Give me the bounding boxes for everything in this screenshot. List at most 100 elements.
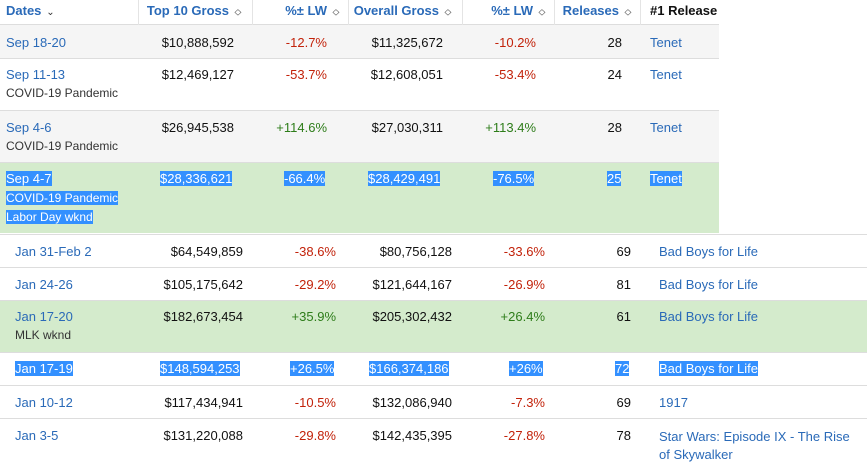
releases-count: 25	[607, 171, 622, 186]
table-row: Jan 24-26 $105,175,642 -29.2% $121,644,1…	[0, 268, 867, 301]
top10-gross-value: $64,549,859	[170, 244, 243, 259]
top10-gross-value: $182,673,454	[163, 309, 243, 324]
lw-change-top10-value: -29.2%	[294, 277, 336, 292]
column-header-overall-gross[interactable]: Overall Gross ◇	[350, 0, 454, 25]
holiday-note: MLK wknd	[15, 328, 72, 342]
overall-gross-value: $80,756,128	[379, 244, 452, 259]
table-row-selected: Jan 17-19 $148,594,253 +26.5% $166,374,1…	[0, 353, 867, 386]
lw-change-overall-value: -53.4%	[494, 67, 536, 82]
sort-updown-icon: ◇	[444, 7, 452, 17]
table-row: Sep 11-13 COVID-19 Pandemic $12,469,127 …	[0, 59, 719, 111]
releases-count: 61	[616, 309, 631, 324]
column-header-lw-change-overall[interactable]: %± LW ◇	[466, 0, 548, 25]
date-link[interactable]: Jan 10-12	[15, 395, 73, 410]
top10-gross-value: $12,469,127	[161, 67, 234, 82]
top10-gross-value: $131,220,088	[163, 428, 243, 443]
date-link[interactable]: Jan 31-Feb 2	[15, 244, 92, 259]
overall-gross-value: $11,325,672	[371, 35, 443, 50]
holiday-note: COVID-19 Pandemic	[6, 191, 119, 205]
date-link[interactable]: Jan 3-5	[15, 428, 59, 443]
top10-gross-value: $28,336,621	[160, 171, 233, 186]
lw-change-overall-value: +26%	[509, 361, 543, 376]
releases-count: 69	[616, 244, 631, 259]
top10-gross-value: $117,434,941	[164, 395, 243, 410]
number-one-release-link[interactable]: Bad Boys for Life	[659, 361, 758, 376]
lw-change-top10-value: +114.6%	[276, 120, 327, 135]
date-link[interactable]: Sep 18-20	[6, 35, 66, 50]
table-row: Jan 31-Feb 2 $64,549,859 -38.6% $80,756,…	[0, 235, 867, 268]
number-one-release-link[interactable]: Tenet	[650, 120, 682, 135]
overall-gross-value: $166,374,186	[369, 361, 449, 376]
number-one-release-link[interactable]: Tenet	[650, 35, 682, 50]
weekend-table-2020-sep: Dates ⌄ Top 10 Gross ◇ %± LW ◇ Overall Gros…	[0, 0, 719, 233]
table-row-selected: Sep 4-7 COVID-19 Pandemic Labor Day wknd…	[0, 163, 719, 233]
lw-change-top10-value: +35.9%	[291, 309, 336, 324]
lw-change-top10-value: -38.6%	[294, 244, 336, 259]
number-one-release-link[interactable]: Bad Boys for Life	[659, 244, 758, 259]
number-one-release-link[interactable]: Star Wars: Episode IX - The Rise of Skyw…	[659, 429, 850, 462]
lw-change-overall-value: -10.2%	[494, 35, 536, 50]
column-divider	[138, 0, 139, 25]
lw-change-overall-value: -27.8%	[503, 428, 545, 443]
overall-gross-value: $142,435,395	[372, 428, 452, 443]
lw-change-overall-value: -76.5%	[493, 171, 535, 186]
releases-count: 69	[616, 395, 631, 410]
date-link[interactable]: Jan 24-26	[15, 277, 73, 292]
lw-change-top10-value: -12.7%	[285, 35, 327, 50]
holiday-note-secondary: Labor Day wknd	[6, 210, 93, 224]
table-row: Jan 17-20 MLK wknd $182,673,454 +35.9% $…	[0, 301, 867, 353]
column-divider	[252, 0, 253, 25]
sort-updown-icon: ◇	[538, 7, 546, 17]
date-link[interactable]: Sep 11-13	[6, 67, 66, 82]
lw-change-overall-value: -26.9%	[503, 277, 545, 292]
column-divider	[462, 0, 463, 25]
overall-gross-value: $28,429,491	[368, 171, 441, 186]
releases-count: 81	[616, 277, 631, 292]
lw-change-top10-value: -53.7%	[285, 67, 327, 82]
top10-gross-value: $10,888,592	[161, 35, 234, 50]
top10-gross-value: $105,175,642	[163, 277, 243, 292]
column-header-releases[interactable]: Releases ◇	[556, 0, 634, 25]
lw-change-top10-value: +26.5%	[290, 361, 335, 376]
sort-updown-icon: ◇	[234, 7, 242, 17]
overall-gross-value: $27,030,311	[371, 120, 443, 135]
overall-gross-value: $132,086,940	[372, 395, 452, 410]
overall-gross-value: $121,644,167	[372, 277, 452, 292]
table-row: Jan 10-12 $117,434,941 -10.5% $132,086,9…	[0, 386, 867, 419]
column-header-lw-change-top10[interactable]: %± LW ◇	[258, 0, 342, 25]
column-divider	[554, 0, 555, 25]
column-header-top-10-gross[interactable]: Top 10 Gross ◇	[140, 0, 244, 25]
lw-change-top10-value: -10.5%	[294, 395, 336, 410]
table-row: Sep 18-20 $10,888,592 -12.7% $11,325,672…	[0, 25, 719, 59]
column-divider	[348, 0, 349, 25]
holiday-note: COVID-19 Pandemic	[6, 86, 119, 100]
lw-change-overall-value: -7.3%	[511, 395, 545, 410]
weekend-table-2020-jan: Jan 31-Feb 2 $64,549,859 -38.6% $80,756,…	[0, 234, 867, 463]
top10-gross-value: $148,594,253	[160, 361, 240, 376]
lw-change-top10-value: -29.8%	[294, 428, 336, 443]
number-one-release-link[interactable]: Bad Boys for Life	[659, 309, 758, 324]
sort-updown-icon: ◇	[332, 7, 340, 17]
releases-count: 24	[607, 67, 622, 82]
overall-gross-value: $205,302,432	[372, 309, 452, 324]
number-one-release-link[interactable]: 1917	[659, 395, 688, 410]
date-link[interactable]: Sep 4-6	[6, 120, 52, 135]
table-row: Sep 4-6 COVID-19 Pandemic $26,945,538 +1…	[0, 111, 719, 163]
table-header: Dates ⌄ Top 10 Gross ◇ %± LW ◇ Overall Gros…	[0, 0, 719, 25]
table-row: Jan 3-5 $131,220,088 -29.8% $142,435,395…	[0, 419, 867, 463]
overall-gross-value: $12,608,051	[370, 67, 443, 82]
lw-change-overall-value: +26.4%	[500, 309, 545, 324]
top10-gross-value: $26,945,538	[161, 120, 234, 135]
date-link[interactable]: Jan 17-20	[15, 309, 73, 324]
date-link[interactable]: Sep 4-7	[6, 171, 52, 186]
holiday-note: COVID-19 Pandemic	[6, 139, 119, 153]
column-header-number-one-release: #1 Release	[650, 3, 718, 18]
lw-change-overall-value: +113.4%	[485, 120, 536, 135]
number-one-release-link[interactable]: Tenet	[650, 171, 682, 186]
number-one-release-link[interactable]: Bad Boys for Life	[659, 277, 758, 292]
lw-change-overall-value: -33.6%	[503, 244, 545, 259]
date-link[interactable]: Jan 17-19	[15, 361, 73, 376]
column-header-dates[interactable]: Dates ⌄	[6, 0, 56, 25]
releases-count: 28	[607, 35, 622, 50]
number-one-release-link[interactable]: Tenet	[650, 67, 682, 82]
